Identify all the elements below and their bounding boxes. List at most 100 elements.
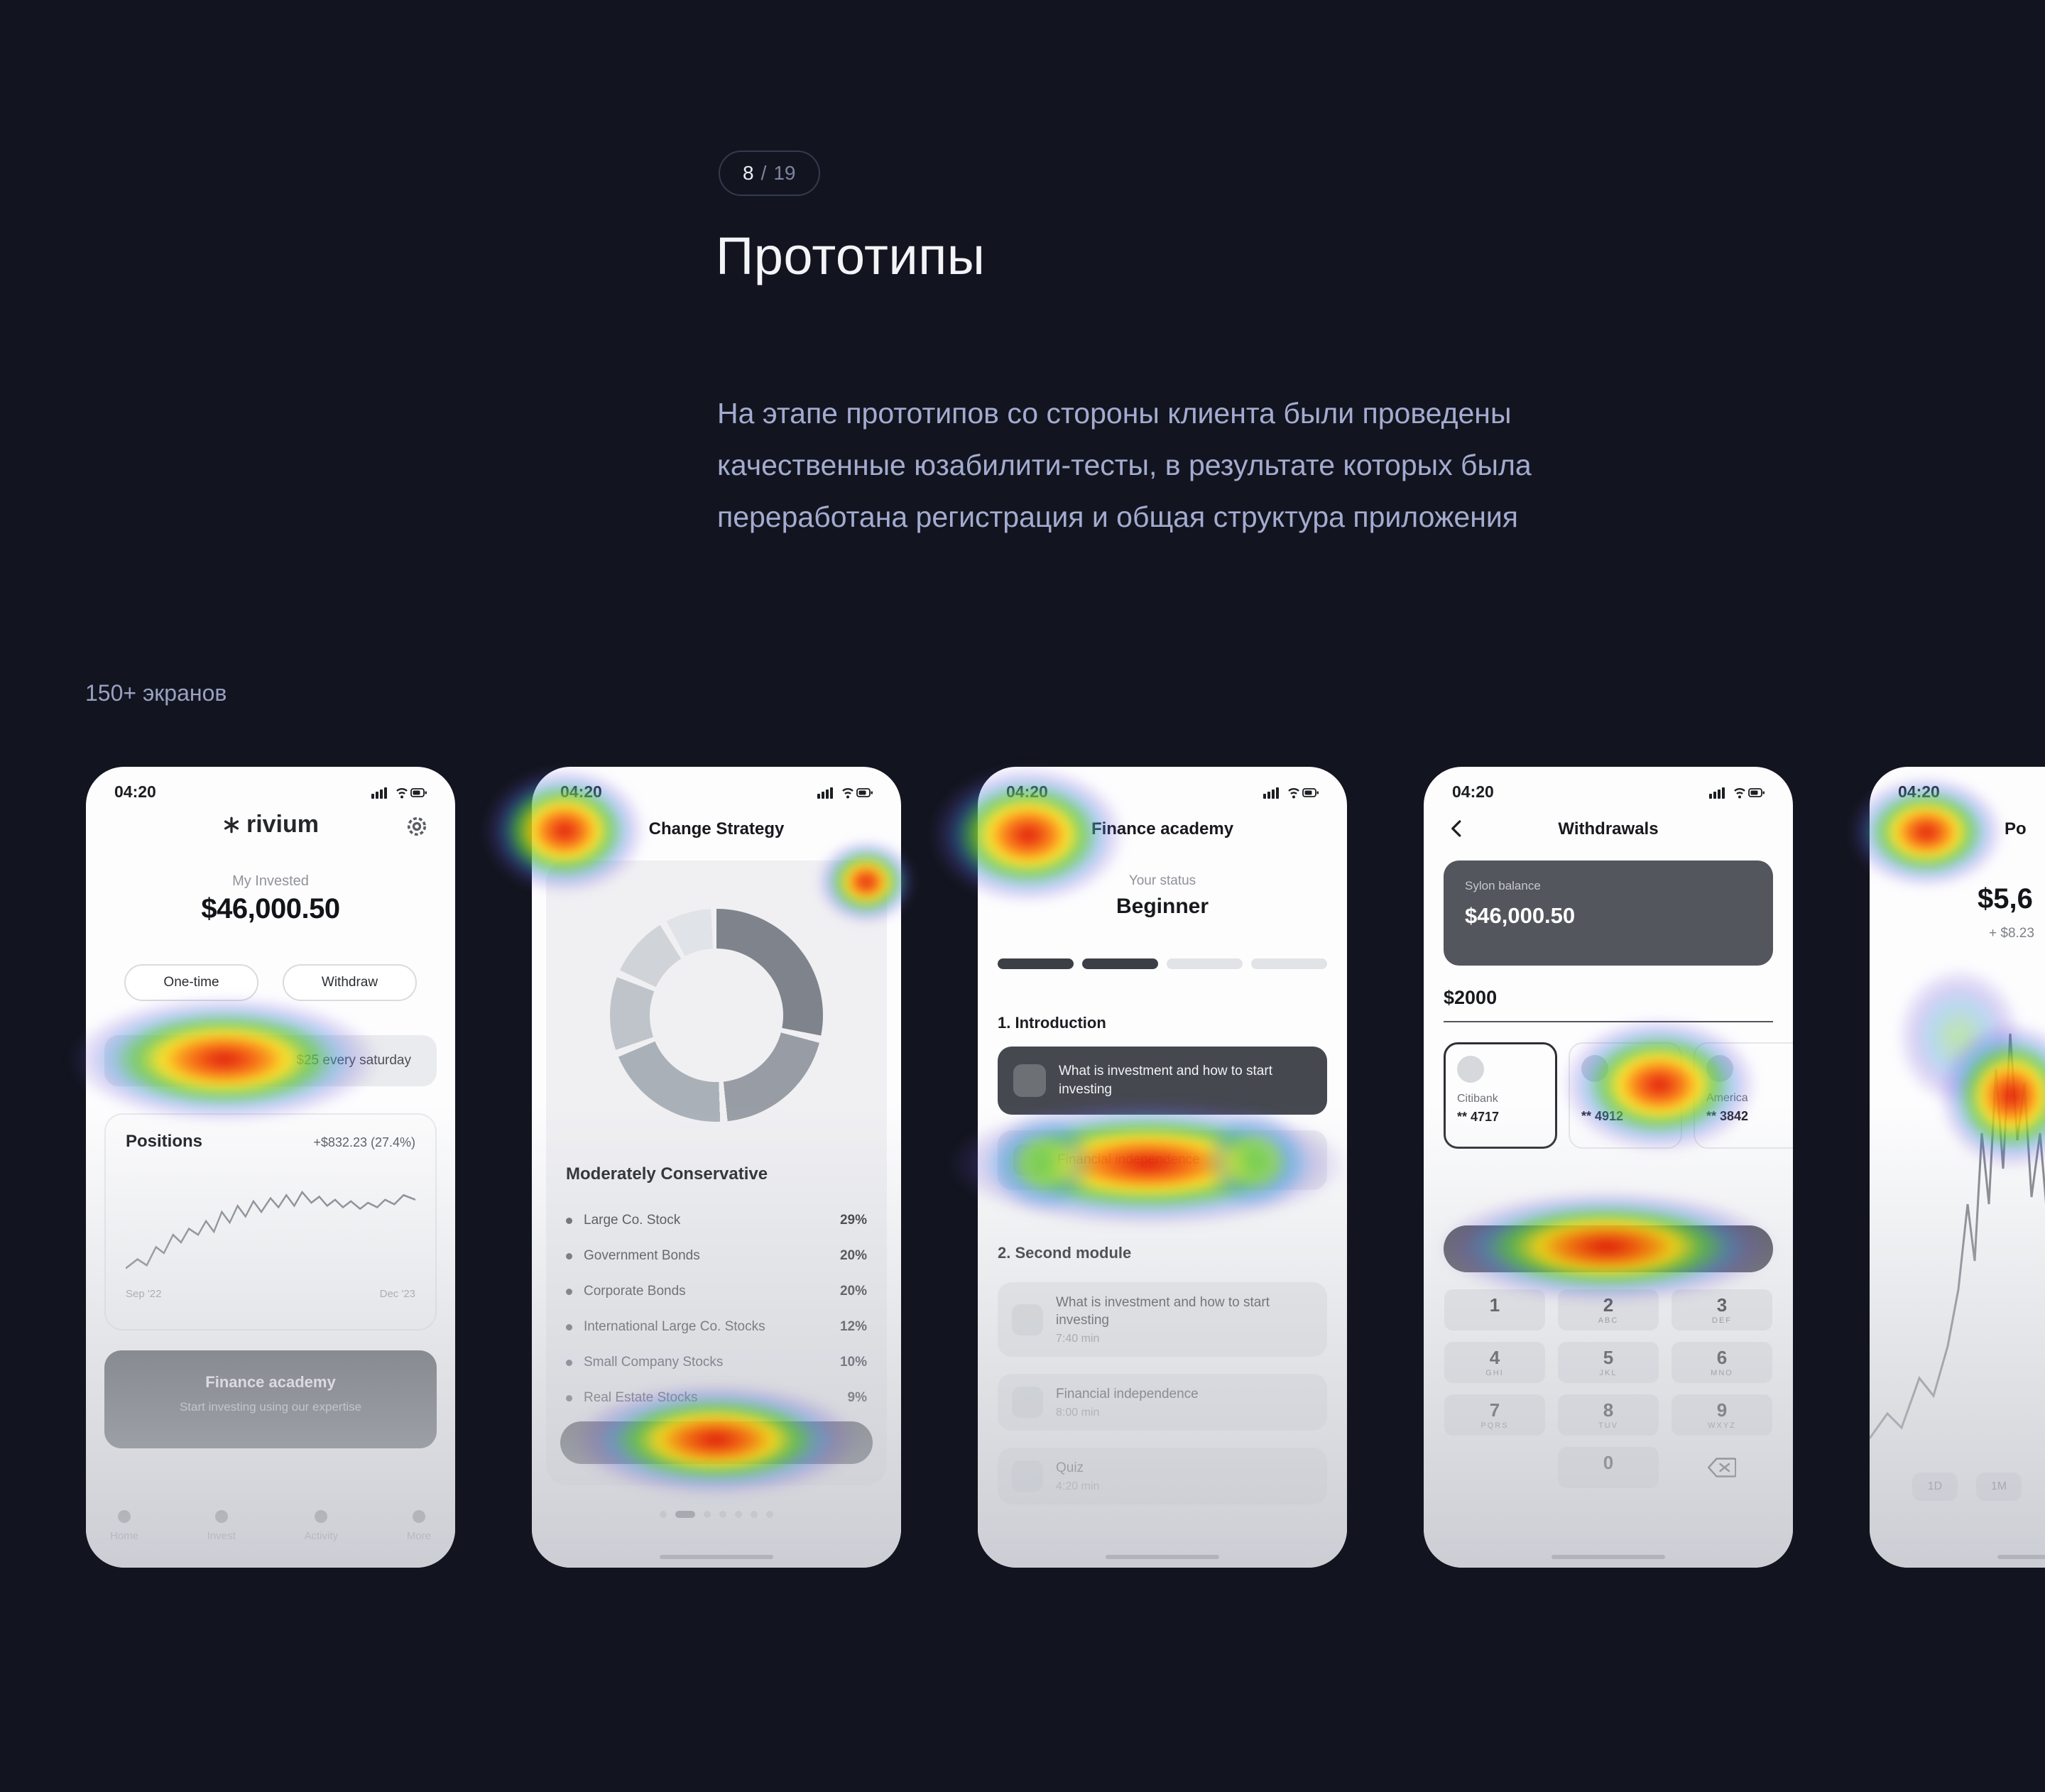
- tab-bar: Home Invest Activity More: [110, 1510, 431, 1542]
- status-time: 04:20: [1898, 782, 1940, 801]
- bullet-icon: [566, 1323, 572, 1331]
- status-bar: 04:20: [86, 782, 455, 802]
- withdraw-confirm-button[interactable]: [1444, 1225, 1773, 1272]
- module-duration: 8:00 min: [1056, 1406, 1100, 1419]
- allocation-value: 9%: [847, 1390, 867, 1405]
- allocation-row: Real Estate Stocks 9%: [566, 1380, 867, 1416]
- keypad-key-4[interactable]: 4 GHI: [1444, 1342, 1545, 1383]
- invested-label: My Invested: [232, 873, 309, 889]
- key-letters: JKL: [1599, 1368, 1618, 1377]
- lesson-icon: [1013, 1144, 1045, 1176]
- module-row[interactable]: Quiz 4:20 min: [998, 1448, 1327, 1504]
- number-keypad: 1 2 ABC 3 DEF 4 GHI 5 JKL 6 MNO: [1444, 1289, 1772, 1488]
- pagination-dot[interactable]: [719, 1511, 726, 1518]
- bank-card-citibank[interactable]: Citibank ** 4717: [1444, 1042, 1557, 1149]
- screens-count-label: 150+ экранов: [85, 680, 227, 706]
- keypad-key-7[interactable]: 7 PQRS: [1444, 1394, 1545, 1436]
- portfolio-line-chart: [1870, 1033, 2045, 1439]
- section-second-module: 2. Second module: [998, 1244, 1132, 1262]
- keypad-key-2[interactable]: 2 ABC: [1558, 1289, 1659, 1331]
- module-list: What is investment and how to start inve…: [998, 1282, 1327, 1504]
- lesson-title: Financial independence: [1057, 1152, 1200, 1167]
- key-digit: 4: [1489, 1346, 1500, 1368]
- allocation-list: Large Co. Stock 29% Government Bonds 20%…: [566, 1203, 867, 1416]
- recurring-deposit-banner[interactable]: $25 every saturday: [104, 1035, 437, 1086]
- bank-card-america[interactable]: America ** 3842: [1694, 1042, 1793, 1149]
- finance-academy-card[interactable]: Finance academy Start investing using ou…: [104, 1350, 437, 1448]
- quick-actions: One-time Withdraw: [124, 964, 417, 1001]
- page-title: Прототипы: [716, 226, 986, 285]
- tab-invest[interactable]: Invest: [207, 1510, 236, 1542]
- pagination-dot[interactable]: [704, 1511, 711, 1518]
- progress-segment: [1082, 958, 1158, 969]
- bullet-icon: [566, 1394, 572, 1402]
- status-bar: 04:20: [978, 782, 1347, 802]
- positions-line-chart: [126, 1190, 415, 1269]
- settings-gear-icon[interactable]: [404, 814, 430, 843]
- status-value: Beginner: [1116, 895, 1209, 918]
- bullet-icon: [566, 1217, 572, 1224]
- module-row[interactable]: What is investment and how to start inve…: [998, 1282, 1327, 1357]
- key-digit: 9: [1716, 1399, 1728, 1421]
- academy-subtitle: Start investing using our expertise: [179, 1400, 362, 1414]
- keypad-spacer: [1444, 1447, 1545, 1488]
- range-selector: 1D 1M: [1912, 1473, 2022, 1501]
- module-row[interactable]: Financial independence 8:00 min: [998, 1374, 1327, 1431]
- allocation-label: Government Bonds: [584, 1248, 700, 1263]
- allocation-value: 29%: [839, 1213, 867, 1228]
- back-chevron-icon[interactable]: [1446, 818, 1468, 843]
- one-time-button[interactable]: One-time: [124, 964, 258, 1001]
- status-icons: [1263, 787, 1319, 799]
- keypad-key-9[interactable]: 9 WXYZ: [1672, 1394, 1772, 1436]
- status-icons: [371, 787, 427, 799]
- bank-card-number: ** 4717: [1457, 1110, 1500, 1124]
- bank-card-list: Citibank ** 4717 ** 4912 America ** 3842: [1444, 1042, 1793, 1149]
- module-duration: 7:40 min: [1056, 1333, 1100, 1345]
- positions-title: Positions: [126, 1132, 203, 1151]
- allocation-value: 12%: [839, 1319, 867, 1334]
- key-digit: 1: [1489, 1294, 1500, 1316]
- keypad-key-6[interactable]: 6 MNO: [1672, 1342, 1772, 1383]
- module-icon: [1012, 1304, 1043, 1335]
- lesson-card-independence[interactable]: Financial independence: [998, 1130, 1327, 1190]
- range-1d-button[interactable]: 1D: [1912, 1473, 1958, 1501]
- keypad-key-0[interactable]: 0: [1558, 1447, 1659, 1488]
- pagination-dot[interactable]: [751, 1511, 758, 1518]
- page-title-partial: Po: [2005, 819, 2027, 838]
- allocation-row: Small Company Stocks 10%: [566, 1345, 867, 1380]
- withdraw-amount-input[interactable]: $2000: [1444, 987, 1498, 1008]
- more-icon: [412, 1510, 425, 1523]
- bullet-icon: [566, 1252, 572, 1260]
- keypad-key-1[interactable]: 1: [1444, 1289, 1545, 1331]
- pagination-dot-active[interactable]: [675, 1511, 695, 1518]
- bank-logo-icon: [1581, 1055, 1608, 1082]
- allocation-label: Large Co. Stock: [584, 1213, 681, 1228]
- range-1m-button[interactable]: 1M: [1976, 1473, 2022, 1501]
- progress-segment: [1167, 958, 1243, 969]
- module-title: Quiz: [1056, 1460, 1084, 1475]
- allocation-label: Real Estate Stocks: [584, 1390, 698, 1405]
- tab-home[interactable]: Home: [110, 1510, 138, 1542]
- status-time: 04:20: [1452, 782, 1494, 801]
- lesson-icon: [1013, 1064, 1046, 1097]
- keypad-key-8[interactable]: 8 TUV: [1558, 1394, 1659, 1436]
- module-title: Financial independence: [1056, 1387, 1199, 1402]
- tab-activity[interactable]: Activity: [305, 1510, 338, 1542]
- tab-more[interactable]: More: [407, 1510, 431, 1542]
- keypad-key-3[interactable]: 3 DEF: [1672, 1289, 1772, 1331]
- module-title: What is investment and how to start inve…: [1056, 1295, 1270, 1328]
- slide-counter-badge: 8 / 19: [719, 151, 820, 196]
- lesson-card-intro[interactable]: What is investment and how to start inve…: [998, 1047, 1327, 1115]
- pagination-dot[interactable]: [766, 1511, 773, 1518]
- bank-card-2[interactable]: ** 4912: [1569, 1042, 1682, 1149]
- backspace-icon: [1708, 1458, 1736, 1477]
- pagination-dot[interactable]: [735, 1511, 742, 1518]
- confirm-strategy-button[interactable]: [560, 1421, 873, 1464]
- status-bar: 04:20: [532, 782, 901, 802]
- pagination-dot[interactable]: [660, 1511, 667, 1518]
- keypad-backspace[interactable]: [1672, 1447, 1772, 1488]
- withdraw-button[interactable]: Withdraw: [283, 964, 417, 1001]
- keypad-key-5[interactable]: 5 JKL: [1558, 1342, 1659, 1383]
- slide-current: 8: [743, 162, 754, 184]
- key-letters: GHI: [1485, 1368, 1504, 1377]
